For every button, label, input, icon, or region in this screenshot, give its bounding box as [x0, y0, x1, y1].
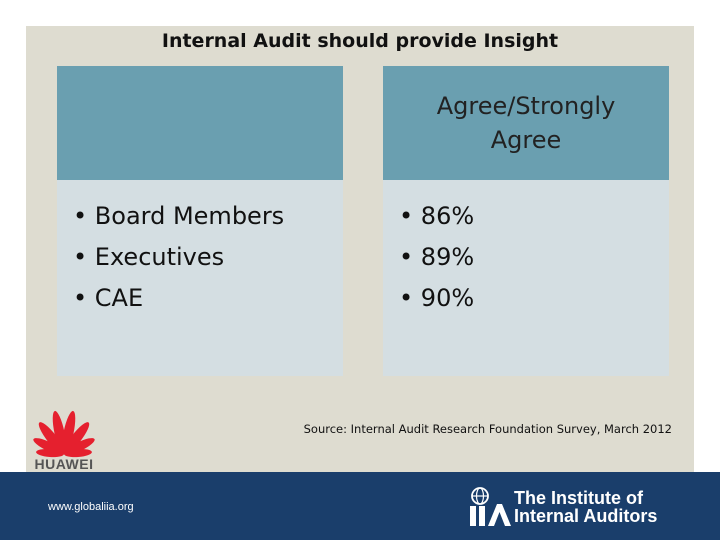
list-item: CAE	[73, 278, 343, 319]
list-item: Board Members	[73, 196, 343, 237]
list-item: 86%	[399, 196, 669, 237]
slide-title: Internal Audit should provide Insight	[161, 30, 559, 52]
table-header-right: Agree/Strongly Agree	[383, 66, 669, 180]
footer-url[interactable]: www.globaliia.org	[48, 501, 134, 513]
huawei-petals-icon	[33, 410, 95, 458]
percentage-list: 86% 89% 90%	[383, 180, 669, 319]
list-item: 90%	[399, 278, 669, 319]
list-item: 89%	[399, 237, 669, 278]
iia-logo: The Institute of Internal Auditors	[466, 486, 686, 528]
huawei-wordmark: HUAWEI	[34, 456, 94, 472]
huawei-logo: HUAWEI	[24, 400, 104, 472]
respondent-list: Board Members Executives CAE	[57, 180, 343, 319]
iia-wordmark-line2: Internal Auditors	[514, 506, 658, 526]
list-item: Executives	[73, 237, 343, 278]
source-note: Source: Internal Audit Research Foundati…	[303, 422, 672, 436]
footer-bar: www.globaliia.org The Institute of Inter…	[0, 472, 720, 540]
iia-globe-icon	[470, 487, 511, 526]
table-header-left	[57, 66, 343, 180]
table-header-right-label: Agree/Strongly Agree	[436, 92, 616, 154]
iia-wordmark: The Institute of Internal Auditors	[514, 489, 657, 525]
iia-wordmark-line1: The Institute of	[514, 488, 643, 508]
respondent-list-cell: Board Members Executives CAE	[57, 180, 343, 376]
percentage-list-cell: 86% 89% 90%	[383, 180, 669, 376]
